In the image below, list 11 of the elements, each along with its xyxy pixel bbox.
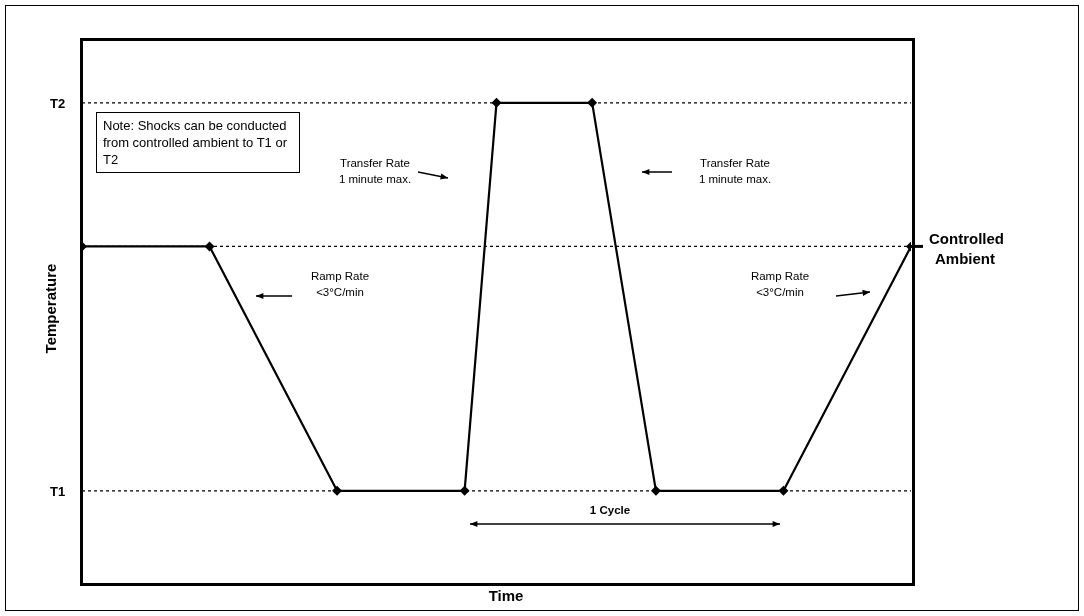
annotation: Ramp Rate <3°C/min [749, 269, 811, 300]
text: Time [466, 587, 546, 604]
ref-line-label: Controlled Ambient [929, 230, 1004, 268]
note-box: Note: Shocks can be conducted from controlled ambient to T1 or T2 [96, 112, 300, 173]
annotation: Transfer Rate 1 minute max. [337, 156, 413, 187]
y-axis-title: Temperature [41, 262, 59, 356]
text: 1 Cycle [580, 502, 640, 518]
ref-line-label: T2 [50, 95, 66, 111]
ref-line-label: T1 [50, 483, 66, 499]
annotation: Transfer Rate 1 minute max. [697, 156, 773, 187]
annotation: Ramp Rate <3°C/min [309, 269, 371, 300]
